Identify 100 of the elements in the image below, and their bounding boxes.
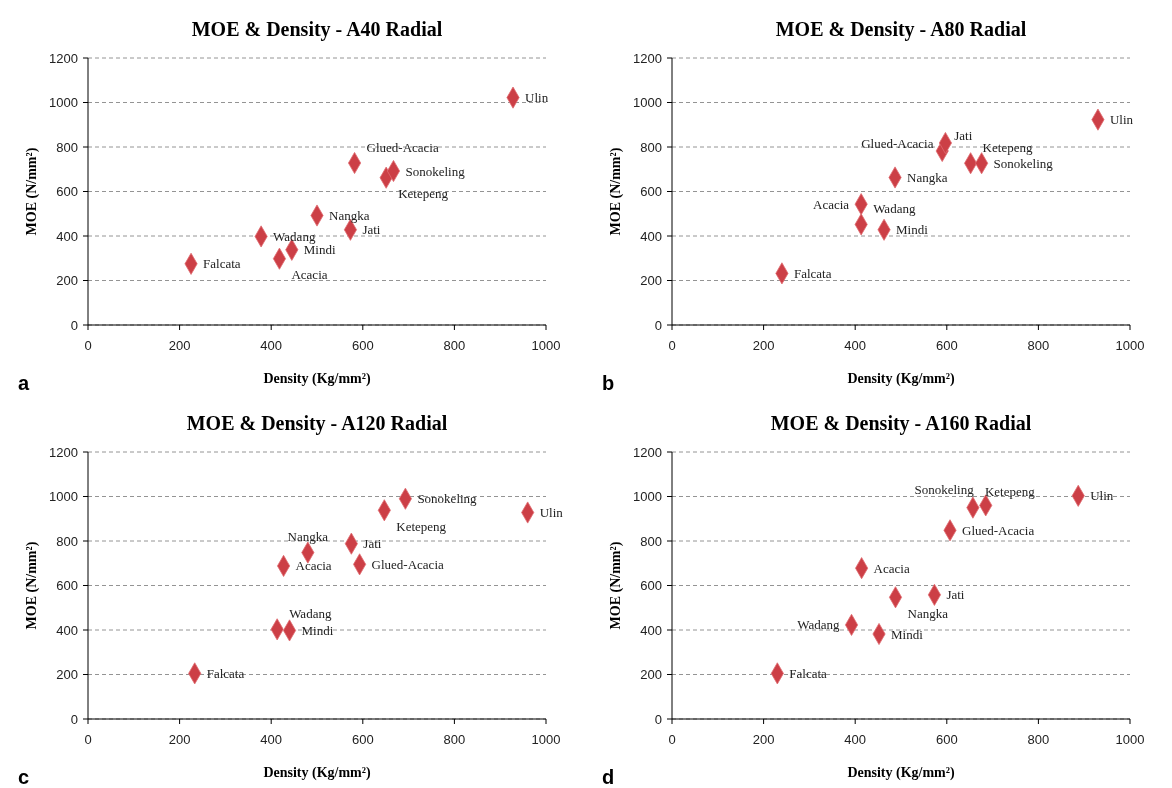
x-tick-label: 800 — [443, 732, 466, 747]
annotation: Nangka — [287, 529, 329, 545]
x-tick-label: 600 — [351, 732, 374, 747]
chart-title: MOE & Density - A80 Radial — [775, 18, 1027, 41]
annotation: Wadang — [273, 229, 316, 244]
annotation: Nangka — [329, 208, 370, 224]
chart-title: MOE & Density - A160 Radial — [770, 412, 1032, 435]
text: b — [602, 372, 615, 394]
annotation: Jati — [362, 222, 381, 238]
annotation: Ketepeng — [398, 186, 449, 202]
y-axis-title: MOE (N/mm²) — [24, 147, 40, 236]
annotation: Sonokeling — [417, 491, 478, 507]
y-tick-label: 200 — [640, 667, 662, 683]
annotation: Falcata — [203, 256, 241, 272]
annotation: Nangka — [907, 605, 949, 621]
y-tick-label: 1000 — [49, 95, 78, 111]
x-axis-title: Density (Kg/mm²) — [847, 371, 955, 387]
annotation: Ketepeng — [982, 139, 1033, 155]
y-tick-label: 0 — [654, 317, 662, 333]
y-tick-label: 800 — [640, 139, 662, 155]
x-tick-label: 1000 — [1115, 338, 1145, 353]
annotation: Sonokeling — [993, 155, 1054, 171]
annotation: Jati — [946, 587, 965, 603]
y-tick-label: 1200 — [633, 444, 662, 460]
y-tick-label: 800 — [56, 139, 78, 155]
y-tick-label: 600 — [56, 184, 78, 200]
y-axis-title: MOE (N/mm²) — [608, 147, 624, 236]
x-tick-label: 1000 — [531, 338, 561, 353]
annotation: Glued-Acacia — [366, 139, 439, 155]
chart-title: MOE & Density - A40 Radial — [191, 18, 443, 41]
y-tick-label: 1200 — [633, 50, 662, 66]
x-tick-label: 800 — [1027, 732, 1050, 747]
annotation: Acacia — [813, 196, 850, 212]
x-tick-label: 600 — [935, 338, 958, 353]
y-tick-label: 800 — [56, 533, 78, 549]
y-tick-label: 0 — [654, 711, 662, 727]
x-tick-label: 400 — [260, 732, 283, 747]
text: c — [18, 766, 30, 788]
annotation: Ketepeng — [396, 518, 447, 534]
x-tick-label: 200 — [752, 338, 775, 353]
annotation: Nangka — [907, 170, 948, 186]
x-tick-label: 800 — [1027, 338, 1050, 353]
x-tick-label: 200 — [168, 732, 191, 747]
annotation: Ulin — [1109, 112, 1134, 128]
x-tick-label: 600 — [935, 732, 958, 747]
annotation: Ketepeng — [984, 484, 1036, 500]
annotation: Glued-Acacia — [962, 522, 1035, 538]
x-tick-label: 0 — [84, 732, 92, 747]
y-tick-label: 400 — [56, 622, 78, 638]
y-axis-title: MOE (N/mm²) — [24, 541, 40, 630]
x-axis-title: Density (Kg/mm²) — [847, 765, 955, 781]
annotation: Wadang — [873, 200, 916, 216]
annotation: Jati — [363, 536, 382, 552]
x-axis-title: Density (Kg/mm²) — [263, 765, 371, 781]
y-tick-label: 600 — [640, 184, 662, 200]
annotation: Ulin — [525, 90, 549, 106]
y-tick-label: 200 — [640, 273, 662, 289]
annotation: Mindi — [891, 626, 924, 642]
annotation: Acacia — [291, 267, 328, 283]
x-tick-label: 0 — [84, 338, 92, 353]
x-tick-label: 600 — [351, 338, 374, 353]
chart-title: MOE & Density - A120 Radial — [186, 412, 448, 435]
y-tick-label: 1000 — [633, 95, 662, 111]
text: d — [602, 766, 615, 788]
annotation: Ulin — [539, 505, 564, 521]
annotation: Acacia — [295, 558, 332, 574]
annotation: Falcata — [789, 665, 828, 681]
x-tick-label: 0 — [668, 732, 676, 747]
y-tick-label: 200 — [56, 273, 78, 289]
x-tick-label: 400 — [260, 338, 283, 353]
annotation: Ulin — [1090, 488, 1114, 504]
annotation: Jati — [954, 127, 973, 143]
x-tick-label: 400 — [844, 732, 867, 747]
y-tick-label: 0 — [70, 317, 78, 333]
annotation: Acacia — [873, 560, 910, 576]
y-tick-label: 400 — [640, 622, 662, 638]
annotation: Wadang — [289, 605, 332, 621]
y-tick-label: 600 — [56, 578, 78, 594]
y-tick-label: 200 — [56, 667, 78, 683]
annotation: Mindi — [896, 222, 929, 238]
text: a — [18, 372, 30, 394]
y-tick-label: 400 — [56, 228, 78, 244]
annotation: Falcata — [206, 665, 245, 681]
x-tick-label: 1000 — [531, 732, 561, 747]
y-tick-label: 1000 — [49, 489, 78, 505]
x-tick-label: 200 — [752, 732, 775, 747]
x-tick-label: 800 — [443, 338, 466, 353]
annotation: Falcata — [793, 265, 832, 281]
y-tick-label: 1000 — [633, 489, 662, 505]
annotation: Sonokeling — [914, 481, 975, 497]
x-tick-label: 1000 — [1115, 732, 1145, 747]
y-axis-title: MOE (N/mm²) — [608, 541, 624, 630]
y-tick-label: 400 — [640, 228, 662, 244]
y-tick-label: 600 — [640, 578, 662, 594]
annotation: Glued-Acacia — [371, 556, 444, 572]
annotation: Wadang — [797, 617, 841, 633]
annotation: Sonokeling — [405, 163, 466, 179]
y-tick-label: 1200 — [49, 50, 78, 66]
x-tick-label: 200 — [168, 338, 191, 353]
x-axis-title: Density (Kg/mm²) — [263, 371, 371, 387]
